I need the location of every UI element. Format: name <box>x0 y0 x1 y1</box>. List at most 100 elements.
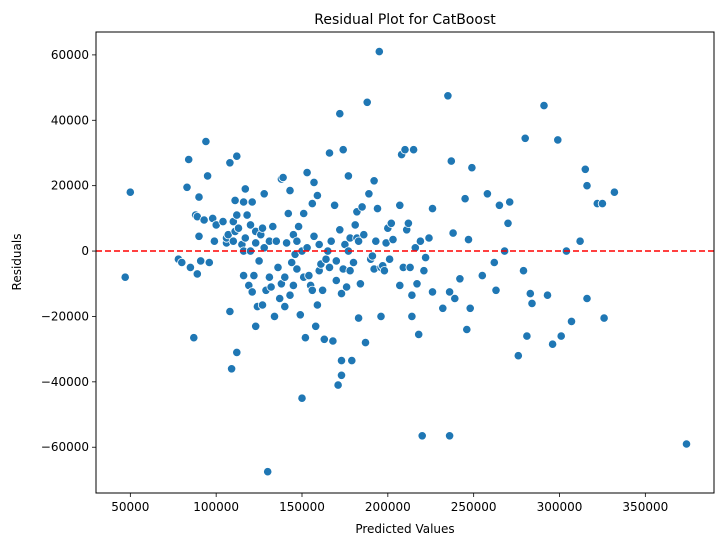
data-point <box>527 298 537 308</box>
data-point <box>353 313 364 323</box>
x-tick-label: 150000 <box>279 500 325 514</box>
data-point <box>338 145 348 155</box>
data-point <box>326 236 336 246</box>
data-point <box>218 217 228 227</box>
data-point <box>333 380 343 390</box>
data-point <box>336 370 347 380</box>
data-point <box>542 290 553 300</box>
data-point <box>293 221 304 232</box>
data-point <box>285 290 295 300</box>
data-point <box>465 303 475 313</box>
data-point <box>376 311 386 321</box>
data-point <box>489 257 499 268</box>
data-point <box>232 347 242 357</box>
data-point <box>444 431 455 441</box>
data-point <box>201 136 211 147</box>
data-point <box>203 171 213 181</box>
y-tick-label: 40000 <box>51 113 89 127</box>
data-point <box>192 269 202 279</box>
data-point <box>547 339 558 349</box>
data-point <box>232 210 242 220</box>
data-point <box>257 300 268 310</box>
data-point <box>427 204 438 214</box>
data-point <box>412 279 422 289</box>
data-point <box>278 172 288 183</box>
data-point <box>242 210 252 220</box>
data-point <box>227 364 237 374</box>
data-point <box>199 215 209 225</box>
data-point <box>264 272 274 282</box>
data-point <box>494 200 504 210</box>
x-tick-label: 250000 <box>451 500 497 514</box>
data-point <box>410 243 420 253</box>
data-point <box>312 190 322 201</box>
data-point <box>259 189 269 199</box>
data-point <box>288 280 298 290</box>
x-tick-label: 350000 <box>622 500 668 514</box>
data-point <box>281 238 292 248</box>
x-tick-label: 50000 <box>111 500 149 514</box>
data-point <box>283 208 293 219</box>
data-point <box>230 195 240 205</box>
data-point <box>539 101 549 111</box>
data-point <box>518 266 529 276</box>
plot-frame <box>95 31 715 494</box>
data-point <box>379 266 389 276</box>
data-point <box>275 293 285 304</box>
data-point <box>446 156 456 166</box>
data-point <box>415 236 425 246</box>
data-point <box>367 251 377 261</box>
data-point <box>566 316 577 326</box>
data-point <box>360 337 371 348</box>
data-point <box>384 254 395 264</box>
data-point <box>364 189 374 199</box>
data-point <box>280 301 290 312</box>
data-point <box>513 351 523 361</box>
y-axis-label: Residuals <box>10 234 24 291</box>
data-point <box>395 200 405 210</box>
data-point <box>345 266 355 276</box>
data-point <box>443 91 453 101</box>
data-point <box>287 257 297 268</box>
x-tick-label: 200000 <box>365 500 411 514</box>
data-point <box>196 256 206 266</box>
data-point <box>681 439 692 449</box>
data-point <box>247 197 257 207</box>
data-point <box>403 218 413 228</box>
data-point <box>182 182 192 192</box>
data-point <box>314 239 324 250</box>
data-point <box>575 236 585 246</box>
data-point <box>331 275 341 286</box>
data-point <box>407 290 417 300</box>
data-point <box>285 186 295 196</box>
data-point <box>424 233 434 243</box>
data-point <box>341 282 352 292</box>
data-point <box>177 257 187 268</box>
data-point <box>292 264 302 274</box>
data-point <box>444 287 455 297</box>
data-point <box>599 313 609 323</box>
y-tick-label: 20000 <box>51 179 89 193</box>
data-point <box>185 262 195 272</box>
data-point <box>369 176 379 186</box>
data-point <box>450 293 460 304</box>
data-points <box>120 46 692 477</box>
data-point <box>407 311 417 321</box>
data-point <box>307 199 317 209</box>
data-point <box>194 192 204 202</box>
data-point <box>300 333 310 343</box>
y-tick-label: 0 <box>81 244 89 258</box>
data-point <box>336 288 347 299</box>
data-point <box>331 256 341 266</box>
data-point <box>259 243 269 253</box>
data-point <box>609 187 620 197</box>
data-point <box>503 218 513 228</box>
x-tick-label: 100000 <box>193 500 239 514</box>
data-point <box>280 272 290 282</box>
data-point <box>268 221 278 232</box>
data-point <box>477 270 487 281</box>
data-point <box>204 257 214 268</box>
y-tick-label: −60000 <box>41 440 89 454</box>
data-point <box>374 46 384 57</box>
data-point <box>438 303 448 313</box>
